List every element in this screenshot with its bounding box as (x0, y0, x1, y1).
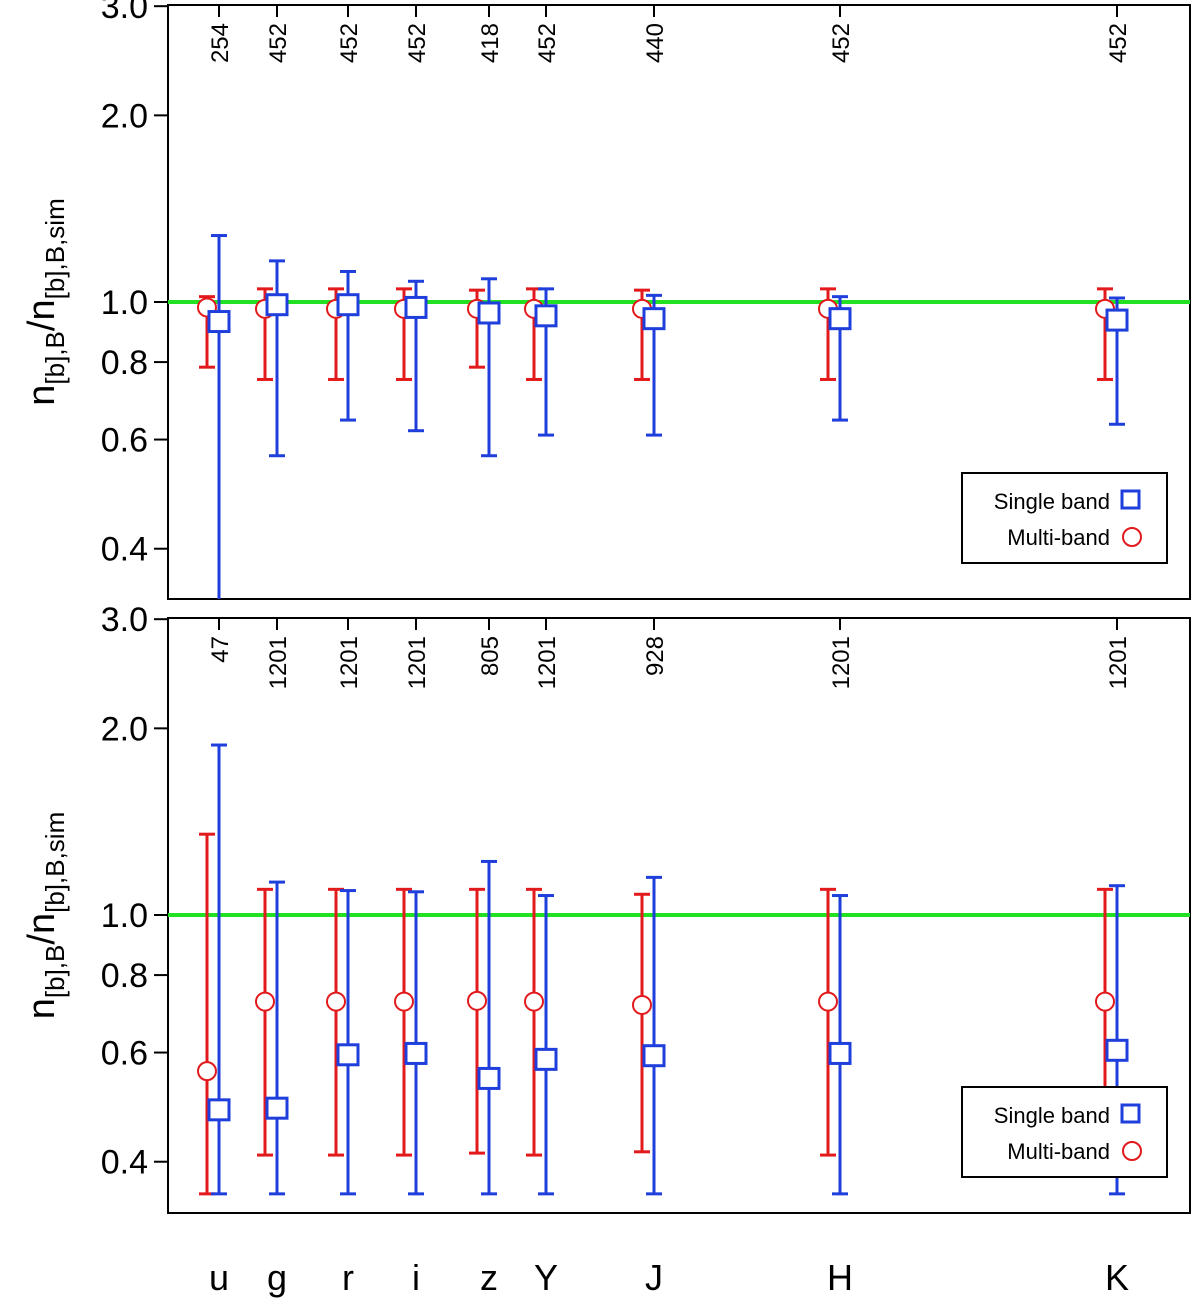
x-tick-label: g (267, 1257, 287, 1298)
multi-band-point (632, 994, 652, 1015)
single-band-errorbar (340, 889, 356, 1196)
multi-band-point (255, 991, 275, 1012)
multi-band-errorbar (469, 887, 485, 1155)
multi-band-errorbar (199, 832, 215, 1196)
count-label: 805 (477, 636, 504, 676)
count-label: 1201 (534, 636, 561, 689)
y-tick-label: 0.8 (101, 957, 148, 995)
single-band-point (336, 293, 360, 317)
count-label: 440 (642, 23, 669, 63)
legend-square-marker (1120, 489, 1141, 510)
single-band-errorbar (646, 875, 662, 1196)
single-band-point (477, 301, 501, 325)
y-tick-label: 0.8 (101, 344, 148, 382)
x-tick-label: i (412, 1257, 420, 1298)
single-band-errorbar (481, 859, 497, 1196)
count-label: 254 (207, 23, 234, 63)
y-tick-label: 0.6 (101, 1035, 148, 1073)
y-tick-label: 1.0 (101, 284, 148, 322)
multi-band-point (394, 991, 414, 1012)
count-label: 1201 (1105, 636, 1132, 689)
multi-band-point (467, 990, 487, 1011)
single-band-point (207, 310, 231, 334)
single-band-point (534, 304, 558, 328)
count-label: 452 (265, 23, 292, 63)
count-label: 452 (336, 23, 363, 63)
single-band-point (1105, 308, 1129, 332)
single-band-point (265, 293, 289, 317)
count-label: 452 (1105, 23, 1132, 63)
single-band-errorbar (269, 880, 285, 1196)
single-band-point (404, 295, 428, 319)
y-tick-label: 2.0 (101, 97, 148, 135)
legend-label-single: Single band (994, 489, 1110, 514)
multi-band-point (197, 1061, 217, 1082)
legend-square-marker (1120, 1103, 1141, 1124)
legend-label-single: Single band (994, 1103, 1110, 1128)
x-tick-label: H (827, 1257, 853, 1298)
legend: Single band Multi-band (961, 472, 1168, 564)
count-label: 452 (404, 23, 431, 63)
x-tick-label: Y (534, 1257, 558, 1298)
single-band-point (1105, 1038, 1129, 1062)
multi-band-errorbar (257, 887, 273, 1157)
count-label: 1201 (265, 636, 292, 689)
top-panel: 3.0 2.0 1.0 0.8 0.6 0.4 n[b],B/n[b],B,sim 254 45… (21, 0, 1191, 600)
single-band-errorbar (211, 234, 227, 599)
multi-band-errorbar (328, 887, 344, 1157)
x-tick-label: z (480, 1257, 498, 1298)
single-band-point (404, 1041, 428, 1065)
count-label: 1201 (828, 636, 855, 689)
y-axis-label: n[b],B/n[b],B,sim (21, 812, 70, 1019)
x-tick-label: r (342, 1257, 354, 1298)
legend: Single band Multi-band (961, 1086, 1168, 1178)
count-label: 1201 (404, 636, 431, 689)
legend-label-multi: Multi-band (1007, 1139, 1110, 1164)
single-band-point (477, 1066, 501, 1090)
multi-band-errorbar (634, 892, 650, 1154)
single-band-point (336, 1043, 360, 1067)
single-band-point (828, 307, 852, 331)
count-label: 452 (534, 23, 561, 63)
single-band-point (828, 1041, 852, 1065)
multi-band-point (818, 991, 838, 1012)
single-band-point (534, 1047, 558, 1071)
single-band-point (642, 1044, 666, 1068)
x-tick-label: K (1105, 1257, 1129, 1298)
multi-band-point (326, 991, 346, 1012)
single-band-point (265, 1096, 289, 1120)
y-tick-label: 0.4 (101, 1144, 148, 1182)
y-tick-label: 3.0 (101, 0, 148, 26)
multi-band-errorbar (526, 887, 542, 1157)
x-tick-label: J (645, 1257, 663, 1298)
count-label: 1201 (336, 636, 363, 689)
multi-band-errorbar (820, 887, 836, 1157)
legend-circle-marker (1122, 1141, 1142, 1161)
multi-band-point (524, 991, 544, 1012)
single-band-point (642, 307, 666, 331)
multi-band-point (1095, 991, 1115, 1012)
y-axis-label: n[b],B/n[b],B,sim (21, 198, 70, 405)
legend-circle-marker (1122, 527, 1142, 547)
count-label: 928 (642, 636, 669, 676)
multi-band-errorbar (396, 887, 412, 1157)
single-band-errorbar (538, 894, 554, 1196)
y-tick-label: 0.6 (101, 422, 148, 460)
y-tick-label: 2.0 (101, 710, 148, 748)
y-tick-label: 1.0 (101, 897, 148, 935)
x-tick-label: u (209, 1257, 229, 1298)
count-label: 452 (828, 23, 855, 63)
single-band-errorbar (211, 743, 227, 1196)
single-band-point (207, 1098, 231, 1122)
y-tick-label: 3.0 (101, 601, 148, 639)
count-label: 418 (477, 23, 504, 63)
bottom-panel: 3.0 2.0 1.0 0.8 0.6 0.4 n[b],B/n[b],B,sim 47 120… (21, 601, 1191, 1214)
y-tick-label: 0.4 (101, 531, 148, 569)
count-label: 47 (207, 636, 234, 663)
legend-label-multi: Multi-band (1007, 525, 1110, 550)
